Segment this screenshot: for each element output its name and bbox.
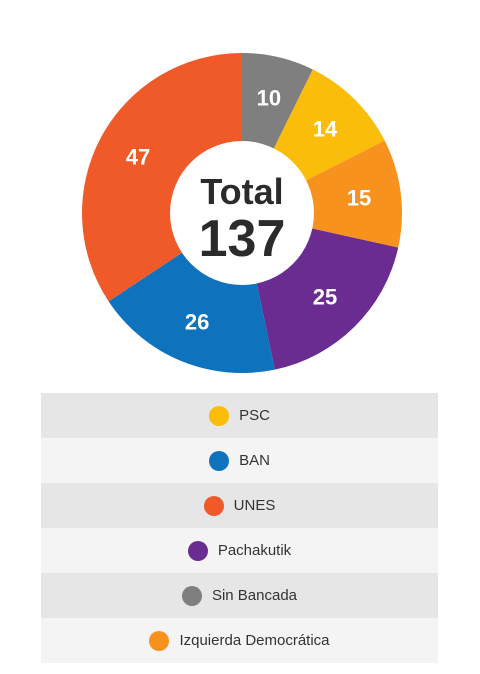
slice-value-label: 10 — [257, 86, 281, 111]
legend-item: PSC — [41, 393, 438, 438]
legend-item: BAN — [41, 438, 438, 483]
slice-value-label: 14 — [313, 117, 338, 142]
legend-label: UNES — [233, 497, 276, 514]
slice-value-label: 26 — [185, 310, 209, 335]
legend-swatch — [187, 540, 208, 561]
legend: PSC BAN UNES Pachakutik Sin Bancada Izquierda… — [41, 393, 438, 663]
legend-swatch — [209, 450, 230, 471]
center-total-value: 137 — [199, 210, 286, 268]
legend-item: Pachakutik — [41, 528, 438, 573]
slice-value-label: 15 — [347, 186, 371, 211]
donut-hole — [170, 141, 314, 285]
center-total-label: Total — [200, 171, 283, 212]
legend-label: PSC — [239, 407, 270, 424]
slice-value-label: 25 — [313, 284, 337, 309]
legend-swatch — [181, 585, 202, 606]
legend-item: UNES — [41, 483, 438, 528]
legend-label: Pachakutik — [217, 542, 292, 559]
donut-chart: 10 14 15 25 26 47 Total 137 — [82, 53, 402, 373]
slice-value-label: 47 — [126, 145, 150, 170]
legend-swatch — [149, 630, 170, 651]
legend-item: Sin Bancada — [41, 573, 438, 618]
donut-slice-labels: 10 14 15 25 26 47 — [126, 86, 371, 335]
legend-item: Izquierda Democrática — [41, 618, 438, 663]
legend-label: BAN — [239, 452, 270, 469]
legend-swatch — [209, 405, 230, 426]
legend-swatch — [203, 495, 224, 516]
legend-label: Izquierda Democrática — [179, 632, 330, 649]
legend-label: Sin Bancada — [211, 587, 298, 604]
